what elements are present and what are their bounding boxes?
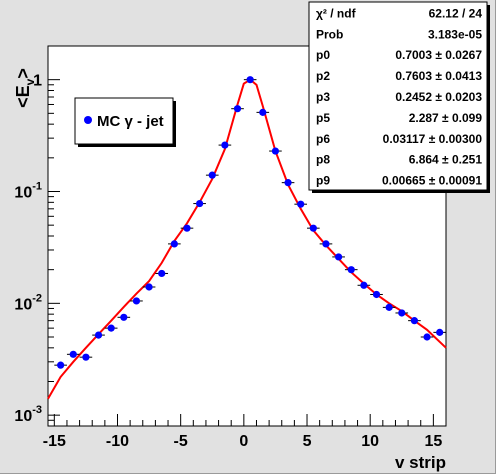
data-point <box>271 147 280 155</box>
stats-label: p9 <box>316 174 330 188</box>
stats-label: p0 <box>316 48 330 62</box>
data-point <box>120 313 128 321</box>
y-tick-label: 1 <box>33 73 42 90</box>
data-point <box>436 328 444 336</box>
data-point <box>423 333 431 341</box>
data-point <box>398 309 406 317</box>
data-point <box>233 105 242 113</box>
stats-value: 0.00665 ± 0.00091 <box>382 174 482 188</box>
x-tick-label: 5 <box>303 433 312 450</box>
axes: -15 -10 -5 0 5 10 15 10-3 10-2 10-1 1 <box>14 45 447 450</box>
data-point <box>385 303 393 311</box>
data-point <box>347 266 355 274</box>
data-point <box>158 269 166 278</box>
data-point <box>170 240 178 248</box>
data-point <box>196 199 204 208</box>
data-point <box>259 108 267 116</box>
data-point <box>335 253 343 261</box>
stats-label: p3 <box>316 90 330 104</box>
legend-marker <box>84 116 92 124</box>
data-point <box>309 224 317 232</box>
fit-curve <box>47 78 447 400</box>
y-tick-label: 10-1 <box>14 180 42 201</box>
x-axis-label: v strip <box>395 453 446 472</box>
data-points-layer <box>54 76 446 369</box>
data-point <box>94 331 103 339</box>
x-tick-label: 15 <box>424 433 442 450</box>
x-tick-label: 10 <box>361 433 379 450</box>
data-point <box>69 350 77 358</box>
data-point <box>410 317 419 325</box>
stats-label: p8 <box>316 153 330 167</box>
data-point <box>183 224 191 232</box>
stats-value: 0.2452 ± 0.0203 <box>395 90 482 104</box>
stats-value: 0.7003 ± 0.0267 <box>395 48 482 62</box>
y-tick-label: 10-3 <box>14 404 42 425</box>
y-tick-label: 10-2 <box>14 292 42 313</box>
stats-value: 2.287 ± 0.099 <box>409 111 483 125</box>
data-point <box>284 179 292 187</box>
fit-stats-box: χ² / ndf 62.12 / 24 Prob 3.183e-05 p0 0.7003 … <box>308 1 490 193</box>
data-point <box>57 361 65 369</box>
stats-label: p5 <box>316 111 330 125</box>
data-point <box>107 324 115 332</box>
x-tick-label: -5 <box>174 433 188 450</box>
stats-label: Prob <box>316 27 343 41</box>
data-point <box>145 283 153 291</box>
y-axis-label: <Ev> <box>13 68 37 108</box>
data-point <box>297 200 305 208</box>
data-point <box>322 240 330 248</box>
stats-value: 62.12 / 24 <box>429 6 483 20</box>
legend: MC γ - jet <box>74 97 176 147</box>
stats-value: 0.7603 ± 0.0413 <box>395 69 482 83</box>
x-tick-label: -15 <box>43 433 66 450</box>
data-point <box>372 290 381 299</box>
data-point <box>132 297 141 305</box>
data-point <box>82 353 90 361</box>
fit-curve-layer <box>47 78 447 400</box>
data-point <box>246 76 254 84</box>
x-tick-label: 0 <box>239 433 248 450</box>
stats-label: p6 <box>316 132 330 146</box>
x-tick-label: -10 <box>106 433 129 450</box>
stats-label: p2 <box>316 69 330 83</box>
data-point <box>208 171 216 179</box>
stats-value: 6.864 ± 0.251 <box>409 153 483 167</box>
data-point <box>221 141 229 149</box>
legend-label: MC γ - jet <box>97 113 164 130</box>
stats-value: 3.183e-05 <box>428 27 482 41</box>
stats-value: 0.03117 ± 0.00300 <box>383 132 483 146</box>
stats-label: χ² / ndf <box>316 6 357 20</box>
data-point <box>360 281 368 289</box>
